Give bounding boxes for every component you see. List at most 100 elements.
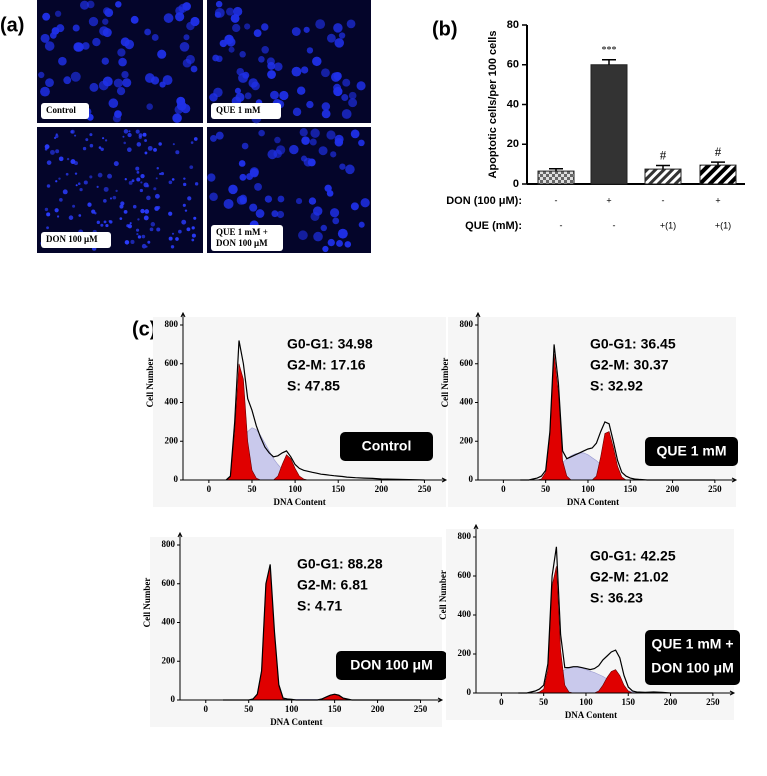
nucleus — [89, 143, 94, 148]
x-tick-label: 50 — [244, 704, 254, 714]
treatment-cell: - — [560, 220, 563, 230]
phase-stat: G0-G1: 88.28 — [297, 556, 383, 572]
y-tick-label: 0 — [469, 474, 474, 484]
x-tick-label: 200 — [371, 704, 385, 714]
x-tick-label: 150 — [328, 704, 342, 714]
nucleus — [89, 175, 93, 179]
nucleus — [183, 182, 187, 187]
nucleus — [141, 234, 146, 239]
y-axis-label: Cell Number — [145, 358, 155, 408]
nucleus — [348, 98, 358, 108]
nucleus — [149, 227, 154, 232]
y-tick-label: 0 — [467, 687, 472, 697]
nucleus — [333, 71, 342, 81]
y-tick-label: 0 — [174, 474, 179, 484]
nucleus — [183, 177, 186, 180]
y-tick-label: 60 — [507, 59, 519, 71]
nucleus — [55, 180, 58, 183]
nucleus — [342, 78, 351, 87]
nucleus — [138, 133, 143, 138]
nucleus — [136, 170, 140, 174]
nucleus — [190, 141, 194, 144]
nucleus — [137, 235, 142, 239]
phase-stat: S: 36.23 — [590, 590, 643, 606]
image-label: DON 100 μM — [216, 238, 268, 248]
nucleus — [209, 192, 218, 202]
nucleus — [55, 134, 59, 138]
nucleus — [140, 174, 145, 179]
nucleus — [119, 204, 124, 209]
nucleus — [277, 195, 285, 203]
sample-label: QUE 1 mM + — [651, 636, 733, 652]
nucleus — [100, 147, 104, 152]
nucleus — [214, 11, 222, 18]
nucleus — [96, 185, 99, 188]
nucleus — [358, 139, 365, 147]
nucleus — [123, 209, 128, 214]
nucleus — [291, 27, 301, 36]
nucleus — [191, 233, 196, 238]
nucleus — [253, 29, 262, 38]
nucleus — [46, 184, 51, 188]
x-tick-label: 50 — [247, 484, 257, 494]
nucleus — [215, 131, 224, 140]
y-tick-label: 200 — [162, 655, 176, 665]
nucleus — [241, 142, 249, 150]
nucleus — [136, 177, 141, 182]
y-tick-label: 400 — [458, 609, 472, 619]
y-tick-label: 600 — [165, 358, 179, 368]
nucleus — [193, 216, 197, 220]
nucleus — [117, 48, 126, 57]
image-label: DON 100 μM — [46, 234, 98, 244]
nucleus — [147, 145, 153, 151]
nucleus — [226, 7, 235, 16]
nucleus — [109, 197, 113, 200]
nucleus — [322, 245, 329, 253]
nucleus — [122, 78, 132, 88]
nucleus — [44, 41, 55, 51]
nucleus — [226, 37, 236, 47]
x-axis-label: DNA Content — [565, 710, 617, 720]
nucleus — [239, 197, 247, 205]
x-tick-label: 200 — [664, 697, 678, 707]
nucleus — [303, 26, 310, 33]
nucleus — [122, 135, 125, 138]
nucleus — [170, 245, 175, 249]
x-tick-label: 0 — [204, 704, 209, 714]
nucleus — [191, 238, 195, 242]
image-label: QUE 1 mM — [216, 105, 261, 115]
nucleus — [239, 51, 246, 58]
image-label-box — [41, 232, 111, 248]
nucleus — [45, 78, 54, 88]
nucleus — [175, 237, 179, 241]
nucleus — [183, 34, 190, 41]
treatment-cell: + — [715, 195, 720, 205]
y-tick-label: 600 — [460, 358, 474, 368]
bar — [699, 164, 737, 185]
nucleus — [40, 33, 50, 43]
x-tick-label: 100 — [288, 484, 302, 494]
x-tick-label: 250 — [418, 484, 432, 494]
phase-stat: G2-M: 30.37 — [590, 357, 669, 373]
sample-label: Control — [362, 438, 412, 454]
nucleus — [332, 217, 340, 225]
y-tick-label: 600 — [458, 570, 472, 580]
significance: # — [660, 148, 667, 163]
nucleus — [306, 100, 314, 109]
nucleus — [38, 71, 45, 79]
nucleus — [301, 136, 310, 145]
nucleus — [298, 230, 308, 241]
x-tick-label: 150 — [624, 484, 638, 494]
nucleus — [329, 208, 340, 218]
x-tick-label: 0 — [499, 697, 504, 707]
nucleus — [150, 222, 156, 227]
x-axis-label: DNA Content — [270, 717, 322, 727]
nucleus — [207, 173, 216, 182]
nucleus — [100, 223, 104, 227]
nucleus — [326, 130, 336, 140]
y-tick-label: 200 — [460, 435, 474, 445]
nucleus — [274, 136, 281, 144]
y-axis — [473, 523, 479, 693]
nucleus — [334, 137, 344, 147]
phase-stat: S: 32.92 — [590, 378, 643, 394]
